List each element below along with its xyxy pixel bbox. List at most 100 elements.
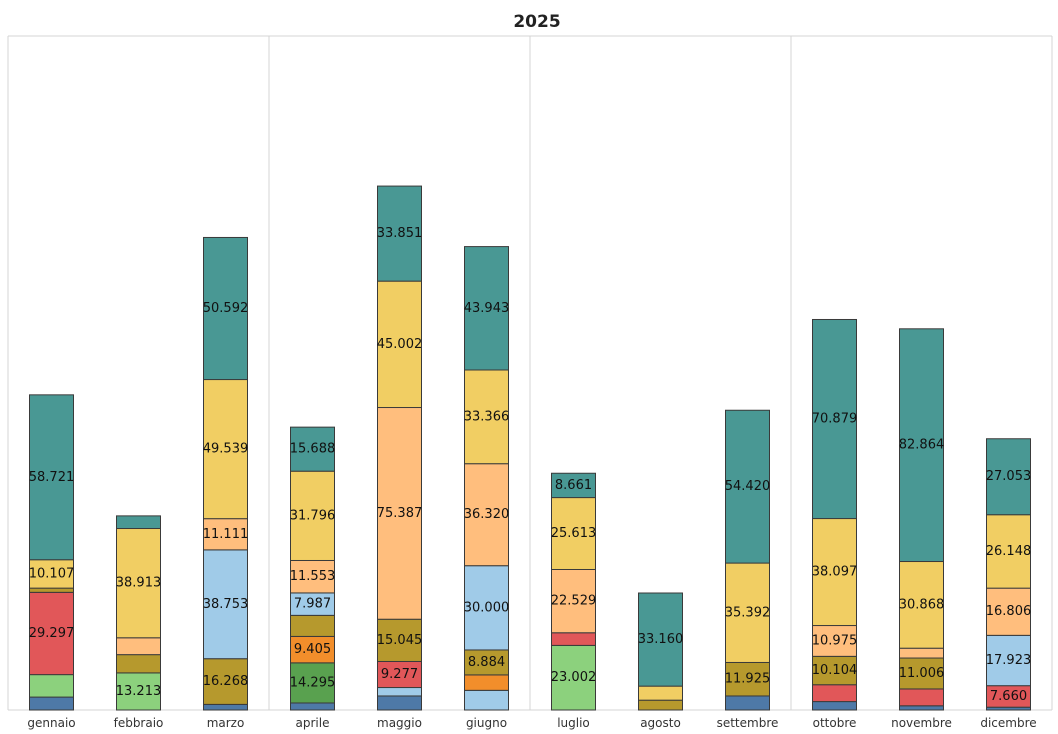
bar-segment-giugno-s11[interactable] <box>464 246 509 371</box>
data-label-dicembre-s9: 16.806 <box>986 604 1032 619</box>
x-tick-label-agosto: agosto <box>640 716 681 730</box>
data-label-maggio-s5: 9.277 <box>381 667 418 682</box>
x-tick-label-novembre: novembre <box>891 716 952 730</box>
bar-segment-maggio-s5[interactable] <box>377 660 422 689</box>
bar-segment-aprile-s11[interactable] <box>290 426 335 472</box>
bar-segment-agosto-s10[interactable] <box>638 685 683 701</box>
bar-segment-novembre-s10[interactable] <box>899 561 944 649</box>
data-label-agosto-s11: 33.160 <box>638 632 684 647</box>
bar-segment-gennaio-s4[interactable] <box>29 674 74 698</box>
bar-segment-dicembre-s11[interactable] <box>986 438 1031 516</box>
bar-segment-ottobre-s1[interactable] <box>812 701 857 711</box>
bar-segment-dicembre-s9[interactable] <box>986 587 1031 636</box>
x-tick-label-aprile: aprile <box>296 716 330 730</box>
bar-segment-settembre-s11[interactable] <box>725 409 770 564</box>
bar-settembre[interactable] <box>725 409 770 711</box>
data-label-aprile-s10: 31.796 <box>290 508 336 523</box>
bar-segment-aprile-s6[interactable] <box>290 635 335 664</box>
data-label-settembre-s7: 11.925 <box>725 672 771 687</box>
bar-agosto[interactable] <box>638 592 683 711</box>
bar-segment-marzo-s9[interactable] <box>203 518 248 551</box>
bar-segment-agosto-s11[interactable] <box>638 592 683 687</box>
bar-marzo[interactable] <box>203 236 248 711</box>
data-label-ottobre-s9: 10.975 <box>812 633 858 648</box>
bar-gennaio[interactable] <box>29 394 74 711</box>
bar-segment-ottobre-s11[interactable] <box>812 318 857 520</box>
bar-novembre[interactable] <box>899 328 944 711</box>
bar-segment-gennaio-s5[interactable] <box>29 591 74 676</box>
bar-segment-maggio-s11[interactable] <box>377 185 422 282</box>
bar-segment-luglio-s4[interactable] <box>551 644 596 711</box>
x-tick-label-maggio: maggio <box>377 716 422 730</box>
bar-segment-luglio-s10[interactable] <box>551 497 596 570</box>
data-label-giugno-s11: 43.943 <box>464 301 510 316</box>
bar-aprile[interactable] <box>290 426 335 711</box>
bar-segment-maggio-s9[interactable] <box>377 407 422 620</box>
bar-segment-giugno-s9[interactable] <box>464 463 509 567</box>
bar-segment-giugno-s2[interactable] <box>464 689 509 711</box>
bar-segment-novembre-s11[interactable] <box>899 328 944 563</box>
data-label-maggio-s10: 45.002 <box>377 337 423 352</box>
bar-segment-ottobre-s10[interactable] <box>812 518 857 627</box>
bar-segment-marzo-s7[interactable] <box>203 658 248 705</box>
bar-segment-febbraio-s9[interactable] <box>116 637 161 656</box>
bar-segment-ottobre-s9[interactable] <box>812 625 857 657</box>
bar-segment-febbraio-s11[interactable] <box>116 515 161 530</box>
bar-dicembre[interactable] <box>986 438 1031 711</box>
data-label-aprile-s3: 14.295 <box>290 675 336 690</box>
bar-segment-gennaio-s11[interactable] <box>29 394 74 561</box>
bar-segment-settembre-s10[interactable] <box>725 562 770 663</box>
bar-segment-marzo-s11[interactable] <box>203 236 248 381</box>
data-label-dicembre-s5: 7.660 <box>990 689 1027 704</box>
bar-segment-agosto-s7[interactable] <box>638 699 683 711</box>
bar-segment-maggio-s1[interactable] <box>377 695 422 711</box>
x-tick-label-giugno: giugno <box>466 716 507 730</box>
bar-segment-aprile-s7[interactable] <box>290 614 335 637</box>
bar-giugno[interactable] <box>464 246 509 711</box>
data-label-gennaio-s10: 10.107 <box>29 566 75 581</box>
bar-segment-marzo-s8[interactable] <box>203 549 248 660</box>
bar-maggio[interactable] <box>377 185 422 711</box>
bar-segment-gennaio-s1[interactable] <box>29 696 74 711</box>
data-label-maggio-s9: 75.387 <box>377 506 423 521</box>
bar-segment-gennaio-s7[interactable] <box>29 587 74 593</box>
bar-segment-luglio-s11[interactable] <box>551 472 596 499</box>
bar-segment-febbraio-s7[interactable] <box>116 654 161 674</box>
bar-segment-dicembre-s8[interactable] <box>986 634 1031 687</box>
data-label-maggio-s11: 33.851 <box>377 226 423 241</box>
bar-segment-marzo-s10[interactable] <box>203 379 248 520</box>
bar-segment-giugno-s7[interactable] <box>464 649 509 676</box>
bar-segment-maggio-s2[interactable] <box>377 687 422 697</box>
x-tick-label-gennaio: gennaio <box>27 716 75 730</box>
bar-segment-novembre-s7[interactable] <box>899 657 944 690</box>
data-label-aprile-s11: 15.688 <box>290 442 336 457</box>
bar-luglio[interactable] <box>551 472 596 711</box>
bar-segment-ottobre-s7[interactable] <box>812 655 857 686</box>
bar-segment-novembre-s5[interactable] <box>899 688 944 707</box>
data-label-febbraio-s4: 13.213 <box>116 684 162 699</box>
bar-segment-giugno-s6[interactable] <box>464 674 509 691</box>
bar-segment-febbraio-s4[interactable] <box>116 672 161 711</box>
bar-segment-aprile-s10[interactable] <box>290 470 335 561</box>
data-label-luglio-s10: 25.613 <box>551 526 597 541</box>
chart-frame <box>7 35 1053 711</box>
data-label-gennaio-s11: 58.721 <box>29 470 75 485</box>
bar-segment-settembre-s7[interactable] <box>725 661 770 697</box>
bar-ottobre[interactable] <box>812 318 857 711</box>
data-label-giugno-s7: 8.884 <box>468 655 505 670</box>
bar-segment-febbraio-s10[interactable] <box>116 528 161 639</box>
bar-segment-novembre-s9[interactable] <box>899 647 944 659</box>
data-label-giugno-s8: 30.000 <box>464 600 510 615</box>
bar-segment-settembre-s1[interactable] <box>725 695 770 711</box>
bar-segment-aprile-s3[interactable] <box>290 662 335 704</box>
bar-segment-novembre-s1[interactable] <box>899 705 944 711</box>
data-label-novembre-s10: 30.868 <box>899 597 945 612</box>
data-label-dicembre-s8: 17.923 <box>986 653 1032 668</box>
bar-segment-luglio-s5[interactable] <box>551 632 596 646</box>
x-tick-label-marzo: marzo <box>207 716 245 730</box>
bar-febbraio[interactable] <box>116 515 161 711</box>
bar-segment-dicembre-s10[interactable] <box>986 514 1031 589</box>
bar-segment-marzo-s1[interactable] <box>203 703 248 711</box>
bar-segment-ottobre-s5[interactable] <box>812 684 857 703</box>
bar-segment-aprile-s1[interactable] <box>290 702 335 711</box>
